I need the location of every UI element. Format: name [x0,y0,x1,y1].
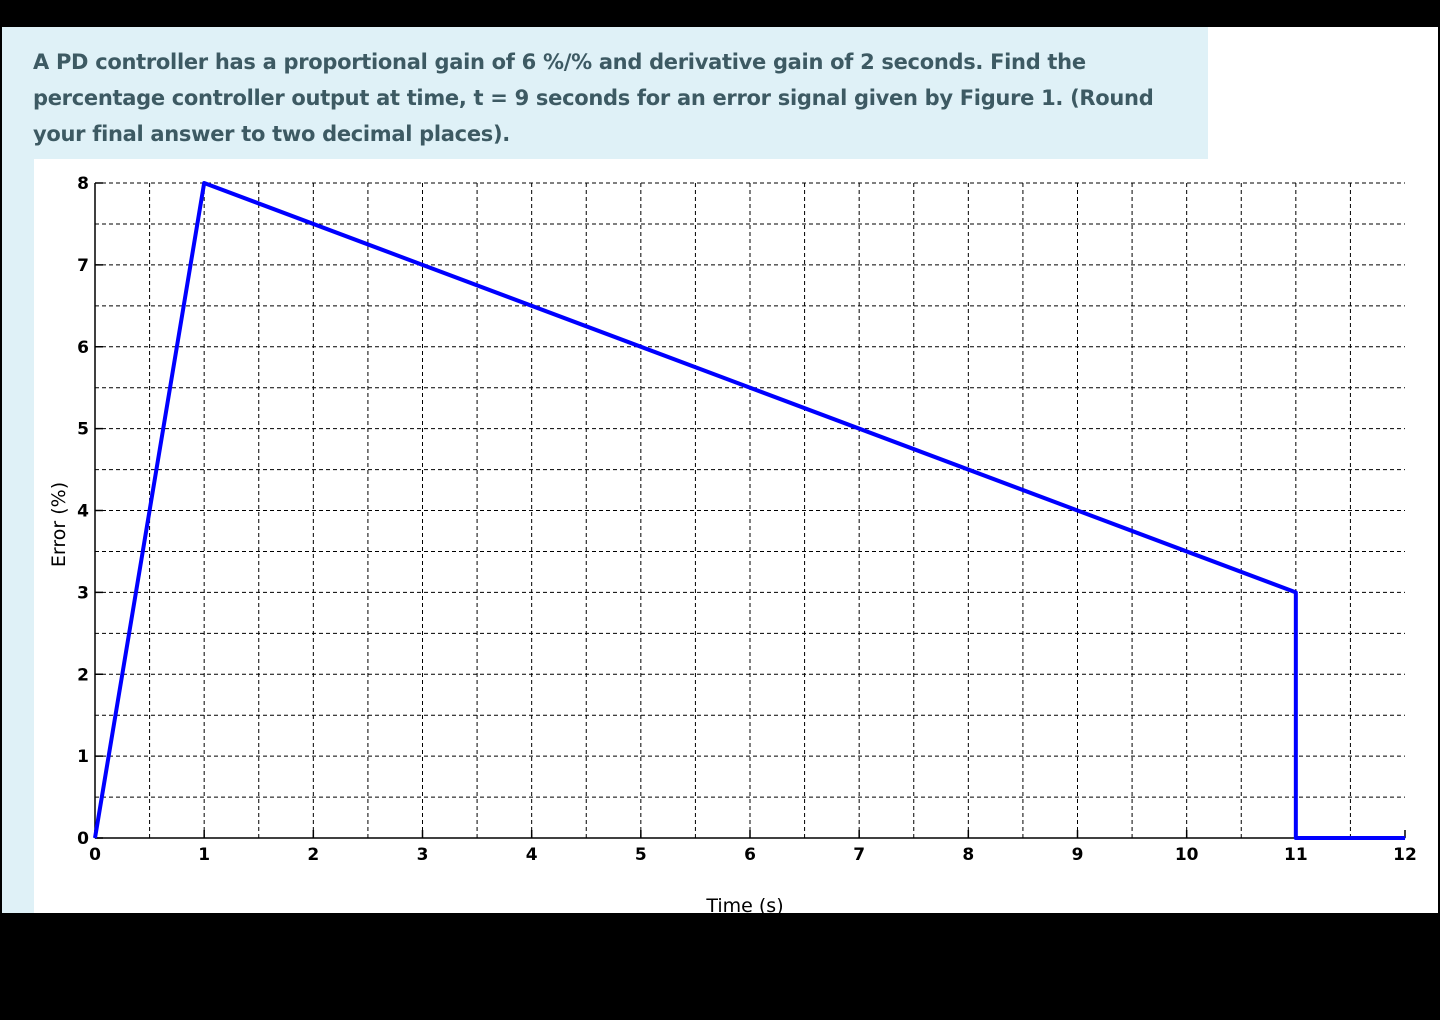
x-tick-label: 2 [307,845,319,865]
data-point [1295,837,1297,839]
data-point [1404,837,1406,839]
question-text: A PD controller has a proportional gain … [33,50,1154,146]
x-tick-label: 7 [853,845,865,865]
y-tick-label: 6 [77,338,89,358]
x-tick-label: 5 [635,845,647,865]
y-tick-label: 4 [77,502,89,522]
y-tick-label: 2 [77,665,89,685]
data-point [94,837,96,839]
x-tick-label: 8 [962,845,974,865]
data-point [203,182,205,184]
y-tick-label: 3 [77,583,89,603]
data-point [1295,591,1297,593]
x-tick-label: 11 [1284,845,1308,865]
x-tick-label: 3 [417,845,429,865]
content-panel: A PD controller has a proportional gain … [2,27,1438,913]
x-axis-title: Time (s) [705,895,783,913]
x-tick-label: 12 [1393,845,1417,865]
y-tick-label: 1 [77,747,89,767]
x-tick-label: 4 [526,845,538,865]
x-tick-label: 9 [1072,845,1084,865]
figure-1: 0 1 2 3 4 5 6 7 8 9 10 11 12 0 1 2 3 4 5 6 7 8 Time (s) Error (… [34,159,1438,913]
y-tick-label: 7 [77,256,89,276]
x-tick-label: 0 [89,845,101,865]
y-tick-label: 0 [77,829,89,849]
x-tick-label: 6 [744,845,756,865]
y-axis-title: Error (%) [48,482,70,567]
x-tick-label: 1 [198,845,210,865]
x-tick-label: 10 [1175,845,1199,865]
y-tick-label: 5 [77,420,89,440]
y-tick-label: 8 [77,174,89,194]
